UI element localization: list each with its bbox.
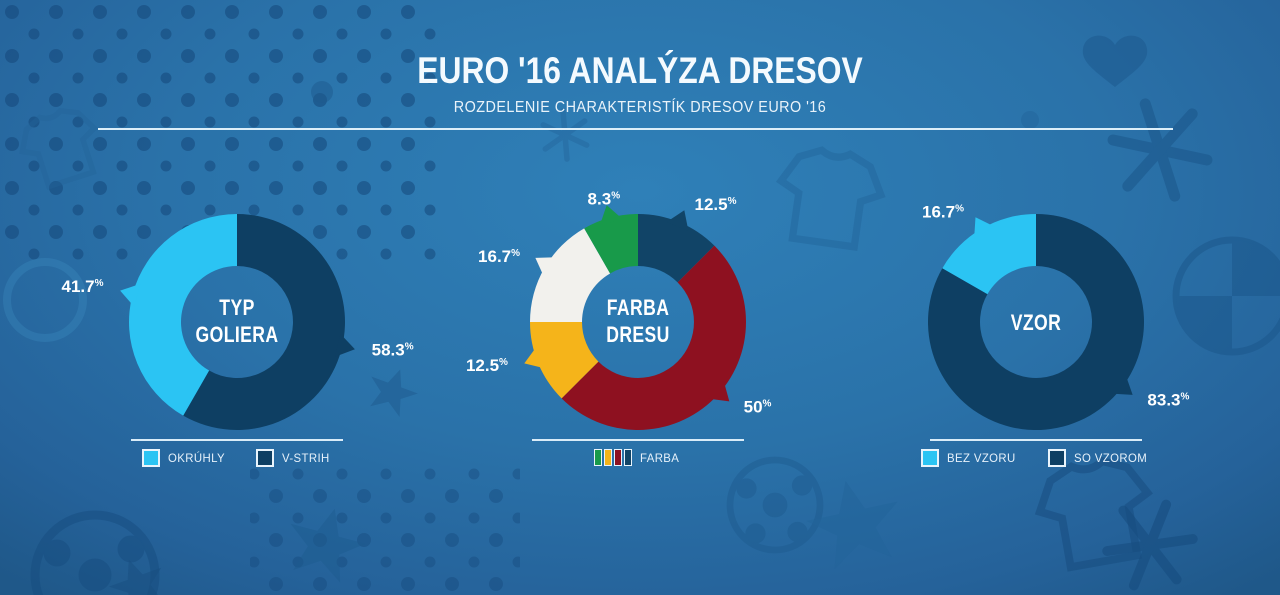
slice-červená <box>561 245 746 431</box>
legend-item-farba: FARBA <box>594 449 681 466</box>
header-divider <box>98 128 1173 130</box>
slice-pointer <box>974 217 995 239</box>
legend-item-v-strih: V-STRIH <box>255 449 332 467</box>
slice-biela <box>530 228 611 322</box>
legend-swatch <box>255 449 274 467</box>
svg-text:FARBA: FARBA <box>607 296 670 320</box>
slice-modrá <box>638 214 715 283</box>
legend-swatch-bar <box>624 449 633 466</box>
slice-percent-label: 50% <box>744 398 772 417</box>
slice-percent-label: 16.7% <box>922 203 964 222</box>
legend-swatch <box>141 449 160 467</box>
asterisk-doodle <box>1102 502 1198 589</box>
slice-pointer <box>535 257 557 278</box>
legend-swatch-bar <box>614 449 623 466</box>
legend-item-so-vzorom: SO VZOROM <box>1047 449 1151 467</box>
slice-pointer <box>599 205 623 226</box>
legend-swatch <box>921 449 940 467</box>
legend-farba-dresu: FARBA <box>508 439 768 466</box>
slice-percent-label: 41.7% <box>61 277 103 296</box>
page-subtitle: ROZDELENIE CHARAKTERISTÍK DRESOV EURO '1… <box>453 99 827 116</box>
svg-text:VZOR: VZOR <box>1011 311 1061 335</box>
slice-V-STRIH <box>183 214 346 430</box>
slice-pointer <box>708 380 730 402</box>
slice-percent-label: 83.3% <box>1147 390 1189 409</box>
slice-OKRÚHLY <box>129 214 237 416</box>
legend-typ-goliera: OKRÚHLY V-STRIH <box>107 439 367 467</box>
slice-zelená <box>584 214 638 274</box>
legend-label: V-STRIH <box>281 451 330 465</box>
page-title: EURO '16 ANALÝZA DRESOV <box>417 50 863 91</box>
slice-žltá <box>530 322 599 399</box>
donut-chart-typ-goliera: 58.3% 41.7% TYP GOLIERA <box>61 214 414 430</box>
chart-center-label: VZOR <box>1011 311 1061 335</box>
slice-percent-label: 8.3% <box>588 189 621 208</box>
legend-swatch <box>1047 449 1066 467</box>
chart-center-label: TYP GOLIERA <box>196 296 279 347</box>
slice-percent-label: 12.5% <box>695 195 737 214</box>
donut-chart-farba-dresu: 12.5% 50% 12.5% 16.7% 8.3% FARBA DRESU <box>466 189 772 431</box>
legend-swatch-bar <box>604 449 613 466</box>
slice-pointer <box>666 210 689 232</box>
legend-label: SO VZOROM <box>1073 451 1147 465</box>
slice-percent-label: 16.7% <box>478 247 520 266</box>
slice-percent-label: 12.5% <box>466 356 508 375</box>
legend-item-okr-hly: OKRÚHLY <box>141 449 228 467</box>
svg-text:TYP: TYP <box>219 296 254 320</box>
legend-multi-swatch <box>594 449 633 466</box>
legend-swatch-bar <box>594 449 603 466</box>
donut-chart-vzor: 83.3% 16.7% VZOR <box>922 203 1190 430</box>
legend-divider <box>131 439 343 441</box>
star-doodle <box>279 498 373 587</box>
legend-item-bez-vzoru: BEZ VZORU <box>921 449 1019 467</box>
dots-grid-doodle <box>250 468 520 595</box>
legend-vzor: BEZ VZORU SO VZOROM <box>906 439 1166 467</box>
slice-pointer <box>1111 374 1133 395</box>
star-doodle <box>800 471 909 573</box>
svg-text:GOLIERA: GOLIERA <box>196 323 279 347</box>
legend-label: BEZ VZORU <box>947 451 1017 465</box>
slice-pointer <box>120 283 141 307</box>
legend-divider <box>532 439 744 441</box>
svg-text:DRESU: DRESU <box>606 323 670 347</box>
slice-pointer <box>335 333 355 357</box>
legend-label: FARBA <box>640 450 680 465</box>
legend-label: OKRÚHLY <box>167 451 225 465</box>
slice-BEZ VZORU <box>942 214 1036 295</box>
chart-center-label: FARBA DRESU <box>606 296 670 347</box>
slice-percent-label: 58.3% <box>372 341 414 360</box>
star-doodle <box>102 550 173 595</box>
legend-divider <box>930 439 1142 441</box>
slice-SO VZOROM <box>928 214 1144 430</box>
slice-pointer <box>524 346 545 369</box>
